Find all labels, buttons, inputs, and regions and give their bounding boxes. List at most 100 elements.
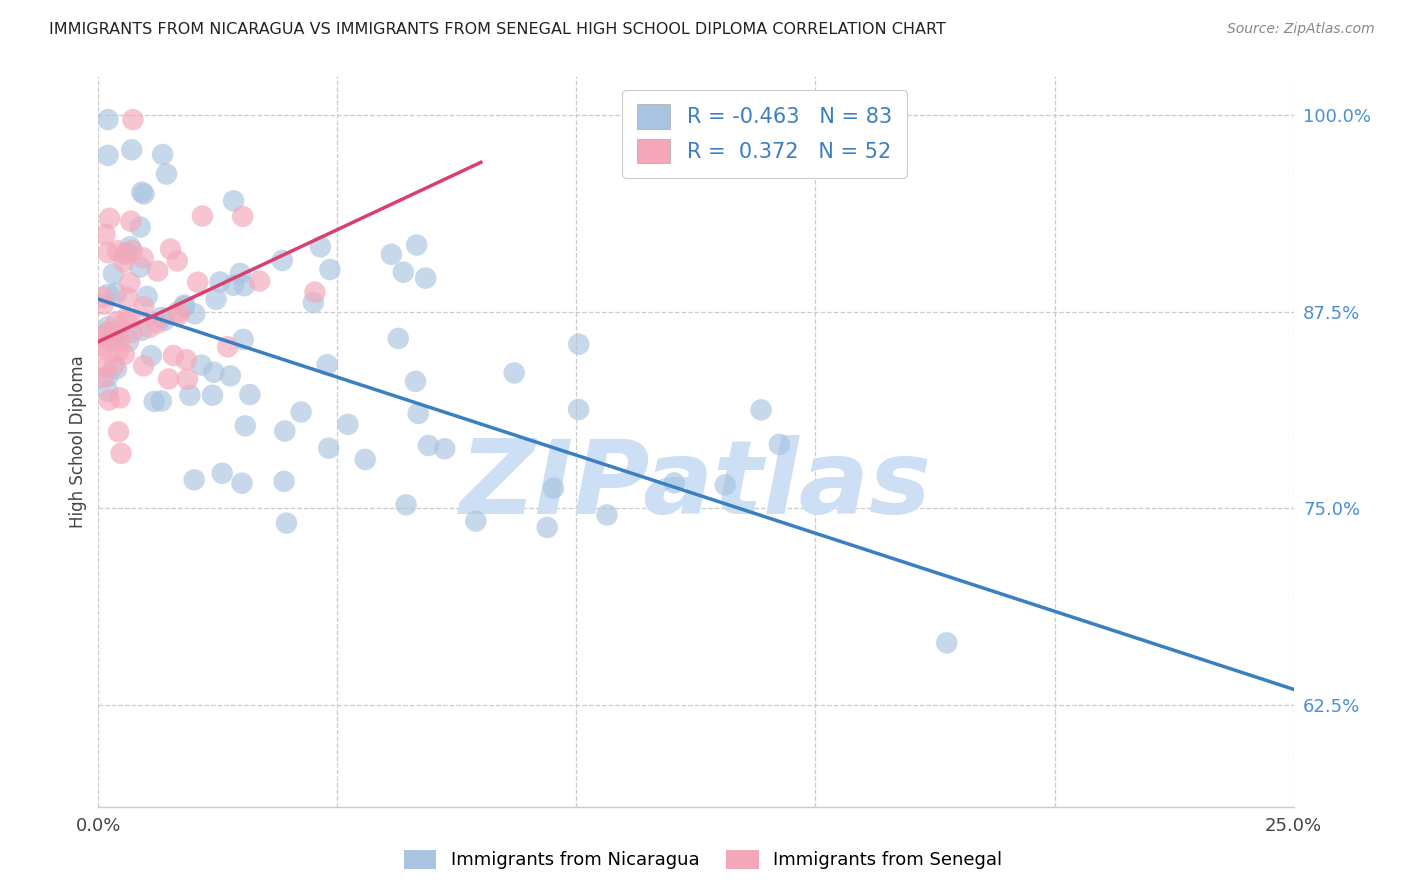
Point — [103, 267, 125, 281]
Point — [97, 319, 120, 334]
Point — [155, 167, 177, 181]
Point — [336, 417, 359, 432]
Point — [380, 247, 402, 261]
Point — [184, 307, 207, 321]
Point — [141, 349, 163, 363]
Point — [146, 264, 169, 278]
Point — [104, 324, 127, 338]
Point — [98, 393, 121, 408]
Point — [239, 387, 262, 401]
Point — [187, 275, 209, 289]
Point — [191, 209, 214, 223]
Point — [418, 438, 440, 452]
Point — [387, 331, 409, 345]
Point — [132, 251, 155, 265]
Point — [114, 247, 136, 261]
Point — [714, 478, 737, 492]
Point — [405, 238, 427, 252]
Point — [166, 254, 188, 268]
Point — [105, 244, 128, 258]
Point — [150, 310, 173, 325]
Point — [176, 372, 198, 386]
Point — [132, 300, 155, 314]
Point — [97, 369, 120, 384]
Point — [167, 304, 190, 318]
Point — [596, 508, 619, 522]
Point — [319, 262, 342, 277]
Point — [309, 240, 332, 254]
Point — [122, 112, 145, 127]
Point — [231, 476, 253, 491]
Point — [97, 148, 120, 162]
Point — [121, 143, 143, 157]
Point — [211, 467, 233, 481]
Point — [132, 186, 155, 201]
Point — [107, 344, 129, 359]
Point — [150, 394, 173, 409]
Point — [174, 352, 197, 367]
Point — [173, 298, 195, 312]
Point — [167, 308, 190, 322]
Legend: R = -0.463   N = 83, R =  0.372   N = 52: R = -0.463 N = 83, R = 0.372 N = 52 — [623, 90, 907, 178]
Point — [115, 310, 138, 325]
Point — [131, 323, 153, 337]
Point — [217, 340, 239, 354]
Point — [304, 285, 326, 299]
Point — [101, 330, 124, 344]
Point — [201, 388, 224, 402]
Point — [110, 446, 132, 460]
Point — [222, 194, 245, 208]
Point — [543, 481, 565, 495]
Point — [91, 339, 114, 353]
Point — [91, 297, 114, 311]
Point — [405, 375, 427, 389]
Point — [271, 253, 294, 268]
Point — [91, 290, 114, 304]
Legend: Immigrants from Nicaragua, Immigrants from Senegal: Immigrants from Nicaragua, Immigrants fr… — [395, 840, 1011, 879]
Point — [290, 405, 312, 419]
Text: ZIPatlas: ZIPatlas — [460, 435, 932, 536]
Point — [112, 347, 135, 361]
Point — [205, 293, 228, 307]
Point — [115, 246, 138, 260]
Point — [91, 342, 114, 356]
Point — [129, 220, 152, 235]
Point — [316, 358, 339, 372]
Point — [117, 334, 139, 349]
Point — [318, 441, 340, 455]
Point — [132, 359, 155, 373]
Point — [406, 407, 429, 421]
Point — [222, 278, 245, 293]
Point — [108, 391, 131, 405]
Point — [121, 326, 143, 340]
Point — [108, 334, 131, 349]
Point — [152, 147, 174, 161]
Point — [173, 300, 195, 314]
Point — [128, 260, 150, 274]
Point — [190, 358, 212, 372]
Point — [415, 271, 437, 285]
Point — [98, 211, 121, 226]
Point — [233, 418, 256, 433]
Point — [568, 402, 591, 417]
Point — [664, 475, 686, 490]
Point — [96, 326, 118, 340]
Point — [433, 442, 456, 456]
Point — [392, 265, 415, 279]
Point — [354, 452, 377, 467]
Text: Source: ZipAtlas.com: Source: ZipAtlas.com — [1227, 22, 1375, 37]
Point — [107, 425, 129, 439]
Point — [143, 394, 166, 409]
Point — [229, 267, 252, 281]
Point — [568, 337, 591, 351]
Point — [120, 240, 142, 254]
Point — [153, 313, 176, 327]
Point — [121, 244, 143, 258]
Point — [157, 372, 180, 386]
Point — [464, 514, 486, 528]
Point — [232, 210, 254, 224]
Point — [97, 325, 120, 339]
Point — [93, 331, 115, 345]
Point — [503, 366, 526, 380]
Y-axis label: High School Diploma: High School Diploma — [69, 355, 87, 528]
